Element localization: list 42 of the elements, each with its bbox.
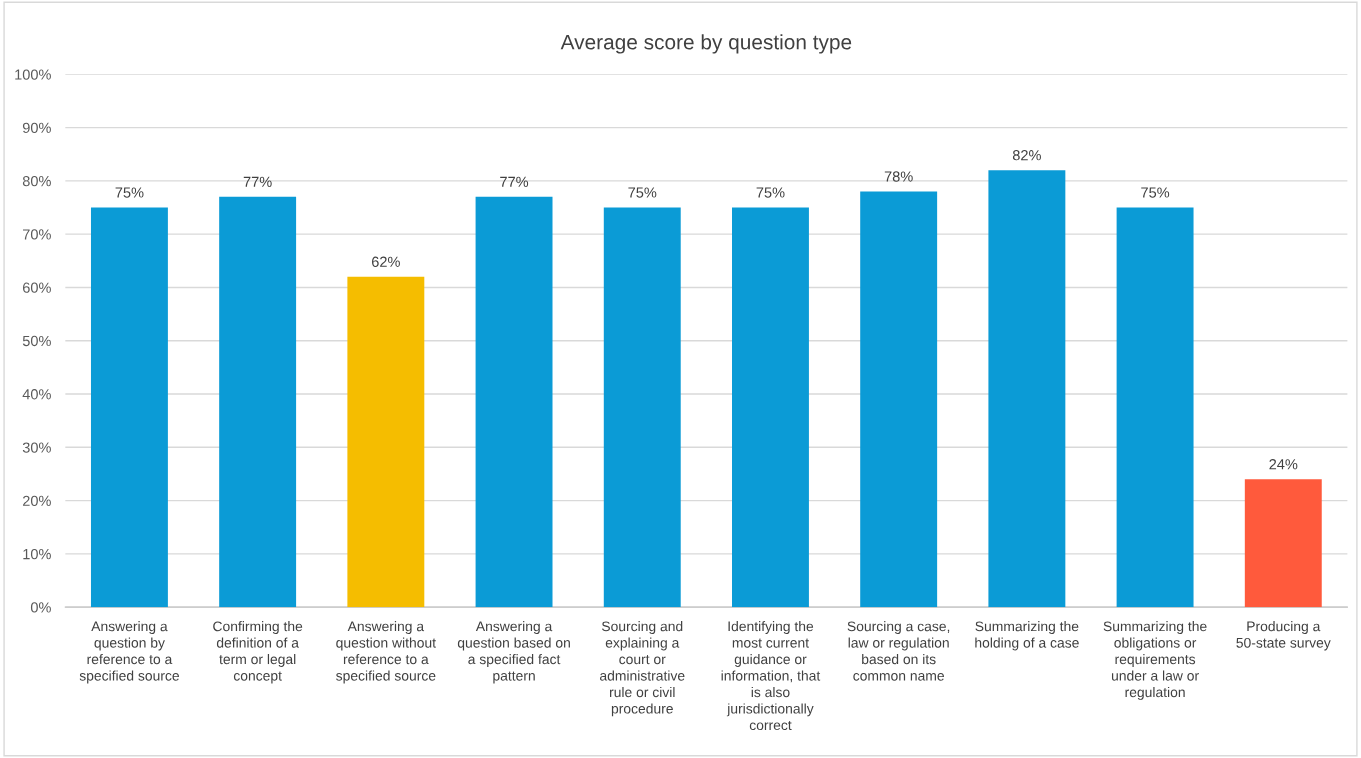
y-tick-label: 50% <box>22 335 51 347</box>
data-label: 75% <box>756 187 785 198</box>
x-tick-label: Summarizing the holding of a case <box>975 621 1079 651</box>
bar <box>1244 479 1322 608</box>
bar <box>988 170 1066 608</box>
x-tick-label: Answering a question based on a specified fact pattern <box>457 621 570 684</box>
data-label: 82% <box>1012 150 1041 161</box>
bar <box>603 207 681 608</box>
bar <box>732 207 809 608</box>
bar <box>475 196 553 608</box>
y-tick-label: 40% <box>22 389 51 400</box>
y-tick-label: 30% <box>22 442 51 453</box>
y-tick-label: 90% <box>22 122 51 133</box>
data-label: 24% <box>1269 459 1298 470</box>
y-tick-label: 60% <box>22 282 51 293</box>
data-label: 75% <box>628 187 657 198</box>
x-tick-label: Sourcing a case, law or regulation based on its common name <box>847 621 950 681</box>
chart-title: Average score by question type <box>560 34 852 54</box>
y-tick-label: 80% <box>22 175 51 187</box>
data-label: 75% <box>1141 187 1170 198</box>
bar <box>1116 207 1194 608</box>
data-label: 78% <box>884 171 913 182</box>
x-tick-label: Sourcing and explaining a court or administrative rule or civil procedure <box>600 621 685 717</box>
y-tick-label: 20% <box>22 495 51 507</box>
x-tick-label: Producing a 50-state survey <box>1236 621 1331 651</box>
x-tick-label: Identifying the most current guidance or information, that is also jurisdictionally correct <box>721 621 821 731</box>
y-tick-label: 100% <box>15 69 51 80</box>
y-tick-label: 10% <box>23 548 51 560</box>
bar <box>219 196 297 608</box>
bar <box>860 191 938 608</box>
data-label: 77% <box>500 176 529 187</box>
x-tick-label: Answering a question without reference to a specified source <box>336 621 436 684</box>
y-tick-label: 70% <box>23 229 51 240</box>
x-tick-label: Answering a question by reference to a specified source <box>79 621 179 684</box>
y-tick-label: 0% <box>30 602 51 613</box>
bar <box>90 207 168 608</box>
data-label: 75% <box>115 187 144 198</box>
data-label: 62% <box>371 256 400 267</box>
x-tick-label: Summarizing the obligations or requirements under a law or regulation <box>1103 621 1207 700</box>
data-label: 77% <box>243 176 272 187</box>
bar <box>347 276 425 608</box>
x-tick-label: Confirming the definition of a term or legal concept <box>213 621 303 684</box>
